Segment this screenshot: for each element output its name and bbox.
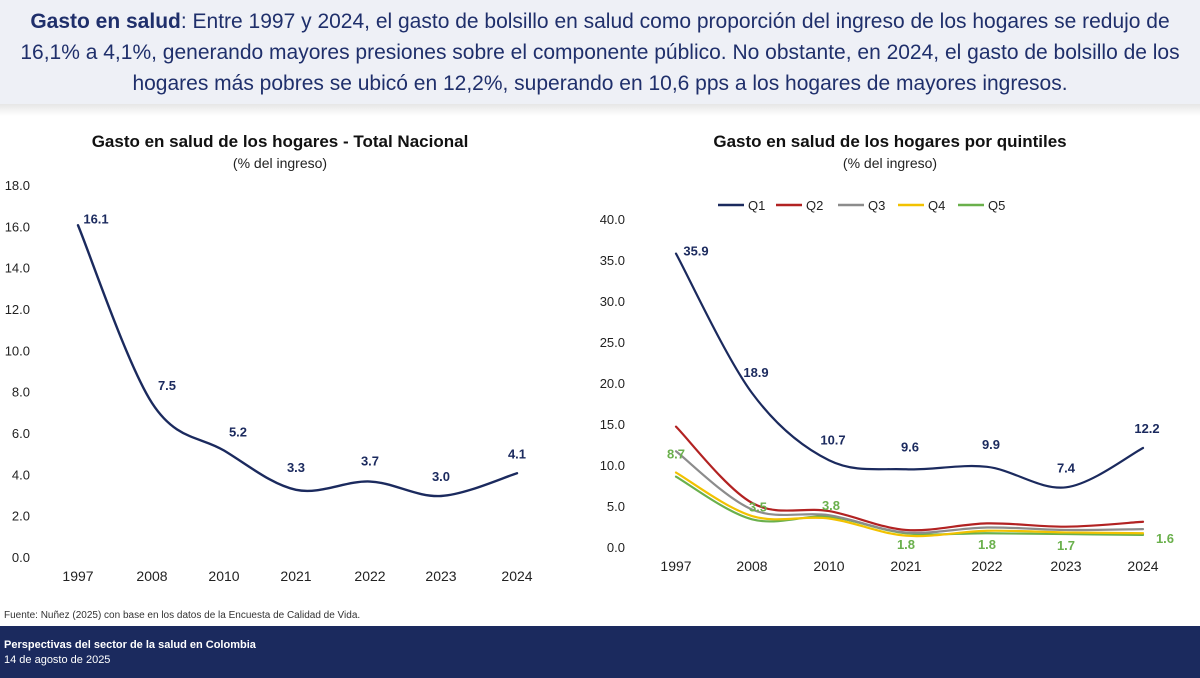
data-label: 3.5: [749, 499, 767, 514]
y-tick-label: 4.0: [12, 467, 30, 482]
source-note: Fuente: Nuñez (2025) con base en los dat…: [4, 610, 361, 621]
y-tick-label: 12.0: [5, 302, 30, 317]
data-label: 9.6: [901, 439, 919, 454]
series-line-total: [76, 224, 519, 498]
y-tick-label: 35.0: [600, 253, 625, 268]
footer-title: Perspectivas del sector de la salud en C…: [4, 639, 256, 651]
x-tick-label: 2008: [736, 558, 767, 574]
y-tick-label: 8.0: [12, 385, 30, 400]
data-label: 3.7: [361, 454, 379, 469]
x-tick-label: 2008: [136, 568, 167, 584]
footer-date: 14 de agosto de 2025: [4, 654, 111, 666]
series-line-q4: [674, 471, 1145, 538]
headline-bold: Gasto en salud: [30, 10, 181, 33]
y-tick-label: 30.0: [600, 294, 625, 309]
data-label: 35.9: [683, 244, 708, 259]
x-tick-label: 1997: [660, 558, 691, 574]
x-tick-label: 2022: [354, 568, 385, 584]
data-label: 5.2: [229, 425, 247, 440]
y-tick-label: 2.0: [12, 509, 30, 524]
data-label: 7.5: [158, 378, 176, 393]
data-label: 12.2: [1134, 421, 1159, 436]
x-tick-label: 2022: [971, 558, 1002, 574]
legend-label-q4: Q4: [928, 198, 945, 213]
data-label: 4.1: [508, 446, 526, 461]
data-label: 16.1: [83, 211, 108, 226]
series-line-q3: [674, 450, 1145, 534]
x-tick-label: 2024: [501, 568, 532, 584]
x-tick-label: 2024: [1127, 558, 1158, 574]
y-tick-label: 16.0: [5, 219, 30, 234]
data-label: 9.9: [982, 437, 1000, 452]
x-tick-label: 2023: [425, 568, 456, 584]
y-tick-label: 25.0: [600, 335, 625, 350]
footer-bar: Perspectivas del sector de la salud en C…: [0, 626, 1200, 678]
legend-label-q3: Q3: [868, 198, 885, 213]
x-tick-label: 1997: [62, 568, 93, 584]
data-label: 1.6: [1156, 531, 1174, 546]
series-line-q2: [674, 425, 1145, 532]
data-label: 3.3: [287, 460, 305, 475]
charts-area: Gasto en salud de los hogares - Total Na…: [5, 132, 1174, 584]
data-label: 8.7: [667, 447, 685, 462]
data-label: 10.7: [820, 432, 845, 447]
data-label: 3.8: [822, 498, 840, 513]
y-tick-label: 15.0: [600, 417, 625, 432]
x-tick-label: 2010: [208, 568, 239, 584]
data-label: 1.8: [897, 537, 915, 552]
data-label: 7.4: [1057, 460, 1076, 475]
data-label: 1.8: [978, 537, 996, 552]
legend-label-q1: Q1: [748, 198, 765, 213]
y-tick-label: 14.0: [5, 261, 30, 276]
headline: Gasto en salud: Entre 1997 y 2024, el ga…: [0, 0, 1200, 104]
series-line-q1: [674, 252, 1145, 489]
y-tick-label: 20.0: [600, 376, 625, 391]
data-label: 18.9: [743, 365, 768, 380]
y-tick-label: 10.0: [600, 458, 625, 473]
chart-title: Gasto en salud de los hogares por quinti…: [713, 132, 1066, 151]
data-label: 1.7: [1057, 538, 1075, 553]
y-tick-label: 18.0: [5, 178, 30, 193]
x-tick-label: 2021: [280, 568, 311, 584]
y-tick-label: 5.0: [607, 499, 625, 514]
chart-subtitle: (% del ingreso): [233, 155, 327, 171]
y-tick-label: 6.0: [12, 426, 30, 441]
x-tick-label: 2021: [890, 558, 921, 574]
x-tick-label: 2010: [813, 558, 844, 574]
chart-subtitle: (% del ingreso): [843, 155, 937, 171]
y-tick-label: 0.0: [12, 550, 30, 565]
panel-divider: [0, 104, 1200, 116]
legend-label-q5: Q5: [988, 198, 1005, 213]
x-tick-label: 2023: [1050, 558, 1081, 574]
y-tick-label: 0.0: [607, 540, 625, 555]
headline-text: : Entre 1997 y 2024, el gasto de bolsill…: [20, 10, 1180, 95]
chart-title: Gasto en salud de los hogares - Total Na…: [92, 132, 469, 151]
y-tick-label: 40.0: [600, 212, 625, 227]
legend-label-q2: Q2: [806, 198, 823, 213]
y-tick-label: 10.0: [5, 343, 30, 358]
data-label: 3.0: [432, 469, 450, 484]
